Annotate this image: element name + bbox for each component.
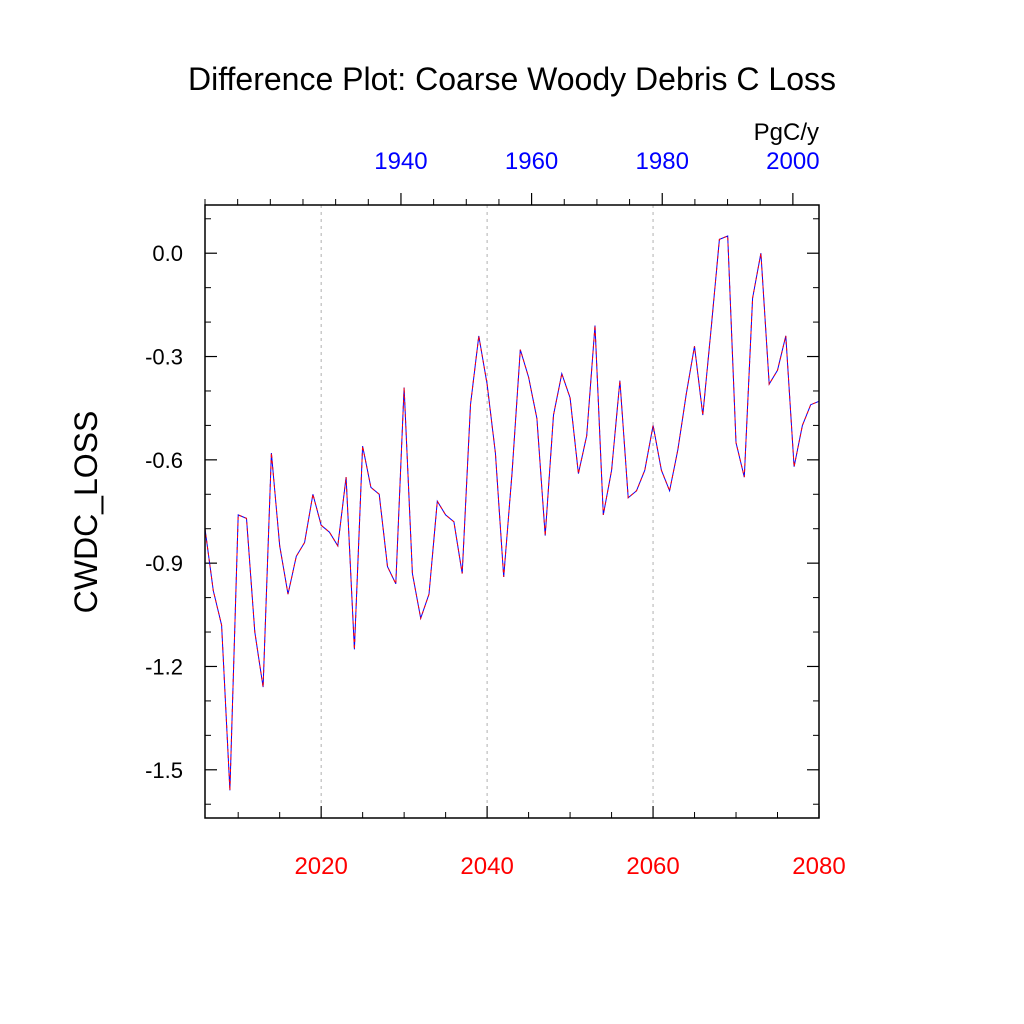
series-group [204, 235, 820, 791]
axes: 0.0 -0.3 -0.6 -0.9 -1.2 -1.5 2020 2040 2060 2080 1… [145, 148, 846, 880]
x-bottom-tick-label: 2060 [626, 853, 679, 880]
x-top-tick-label: 1960 [505, 148, 558, 175]
y-tick-label: -1.5 [145, 758, 183, 783]
x-top-tick-label: 1980 [636, 148, 689, 175]
x-bottom-tick-label: 2080 [792, 853, 845, 880]
series-line-red [204, 235, 820, 791]
y-tick-label: -0.9 [145, 551, 183, 576]
y-tick-label: -0.6 [145, 448, 183, 473]
x-bottom-tick-label: 2020 [294, 853, 347, 880]
x-top-tick-label: 2000 [766, 148, 819, 175]
x-bottom-tick-label: 2040 [460, 853, 513, 880]
x-top-tick-label: 1940 [374, 148, 427, 175]
y-tick-label: 0.0 [152, 241, 183, 266]
y-axis-label: CWDC_LOSS [68, 411, 104, 614]
units-label: PgC/y [754, 119, 819, 146]
plot-frame [204, 204, 820, 819]
y-tick-label: -1.2 [145, 654, 183, 679]
chart-title: Difference Plot: Coarse Woody Debris C L… [188, 61, 836, 97]
y-tick-label: -0.3 [145, 345, 183, 370]
series-line-blue [204, 235, 820, 791]
